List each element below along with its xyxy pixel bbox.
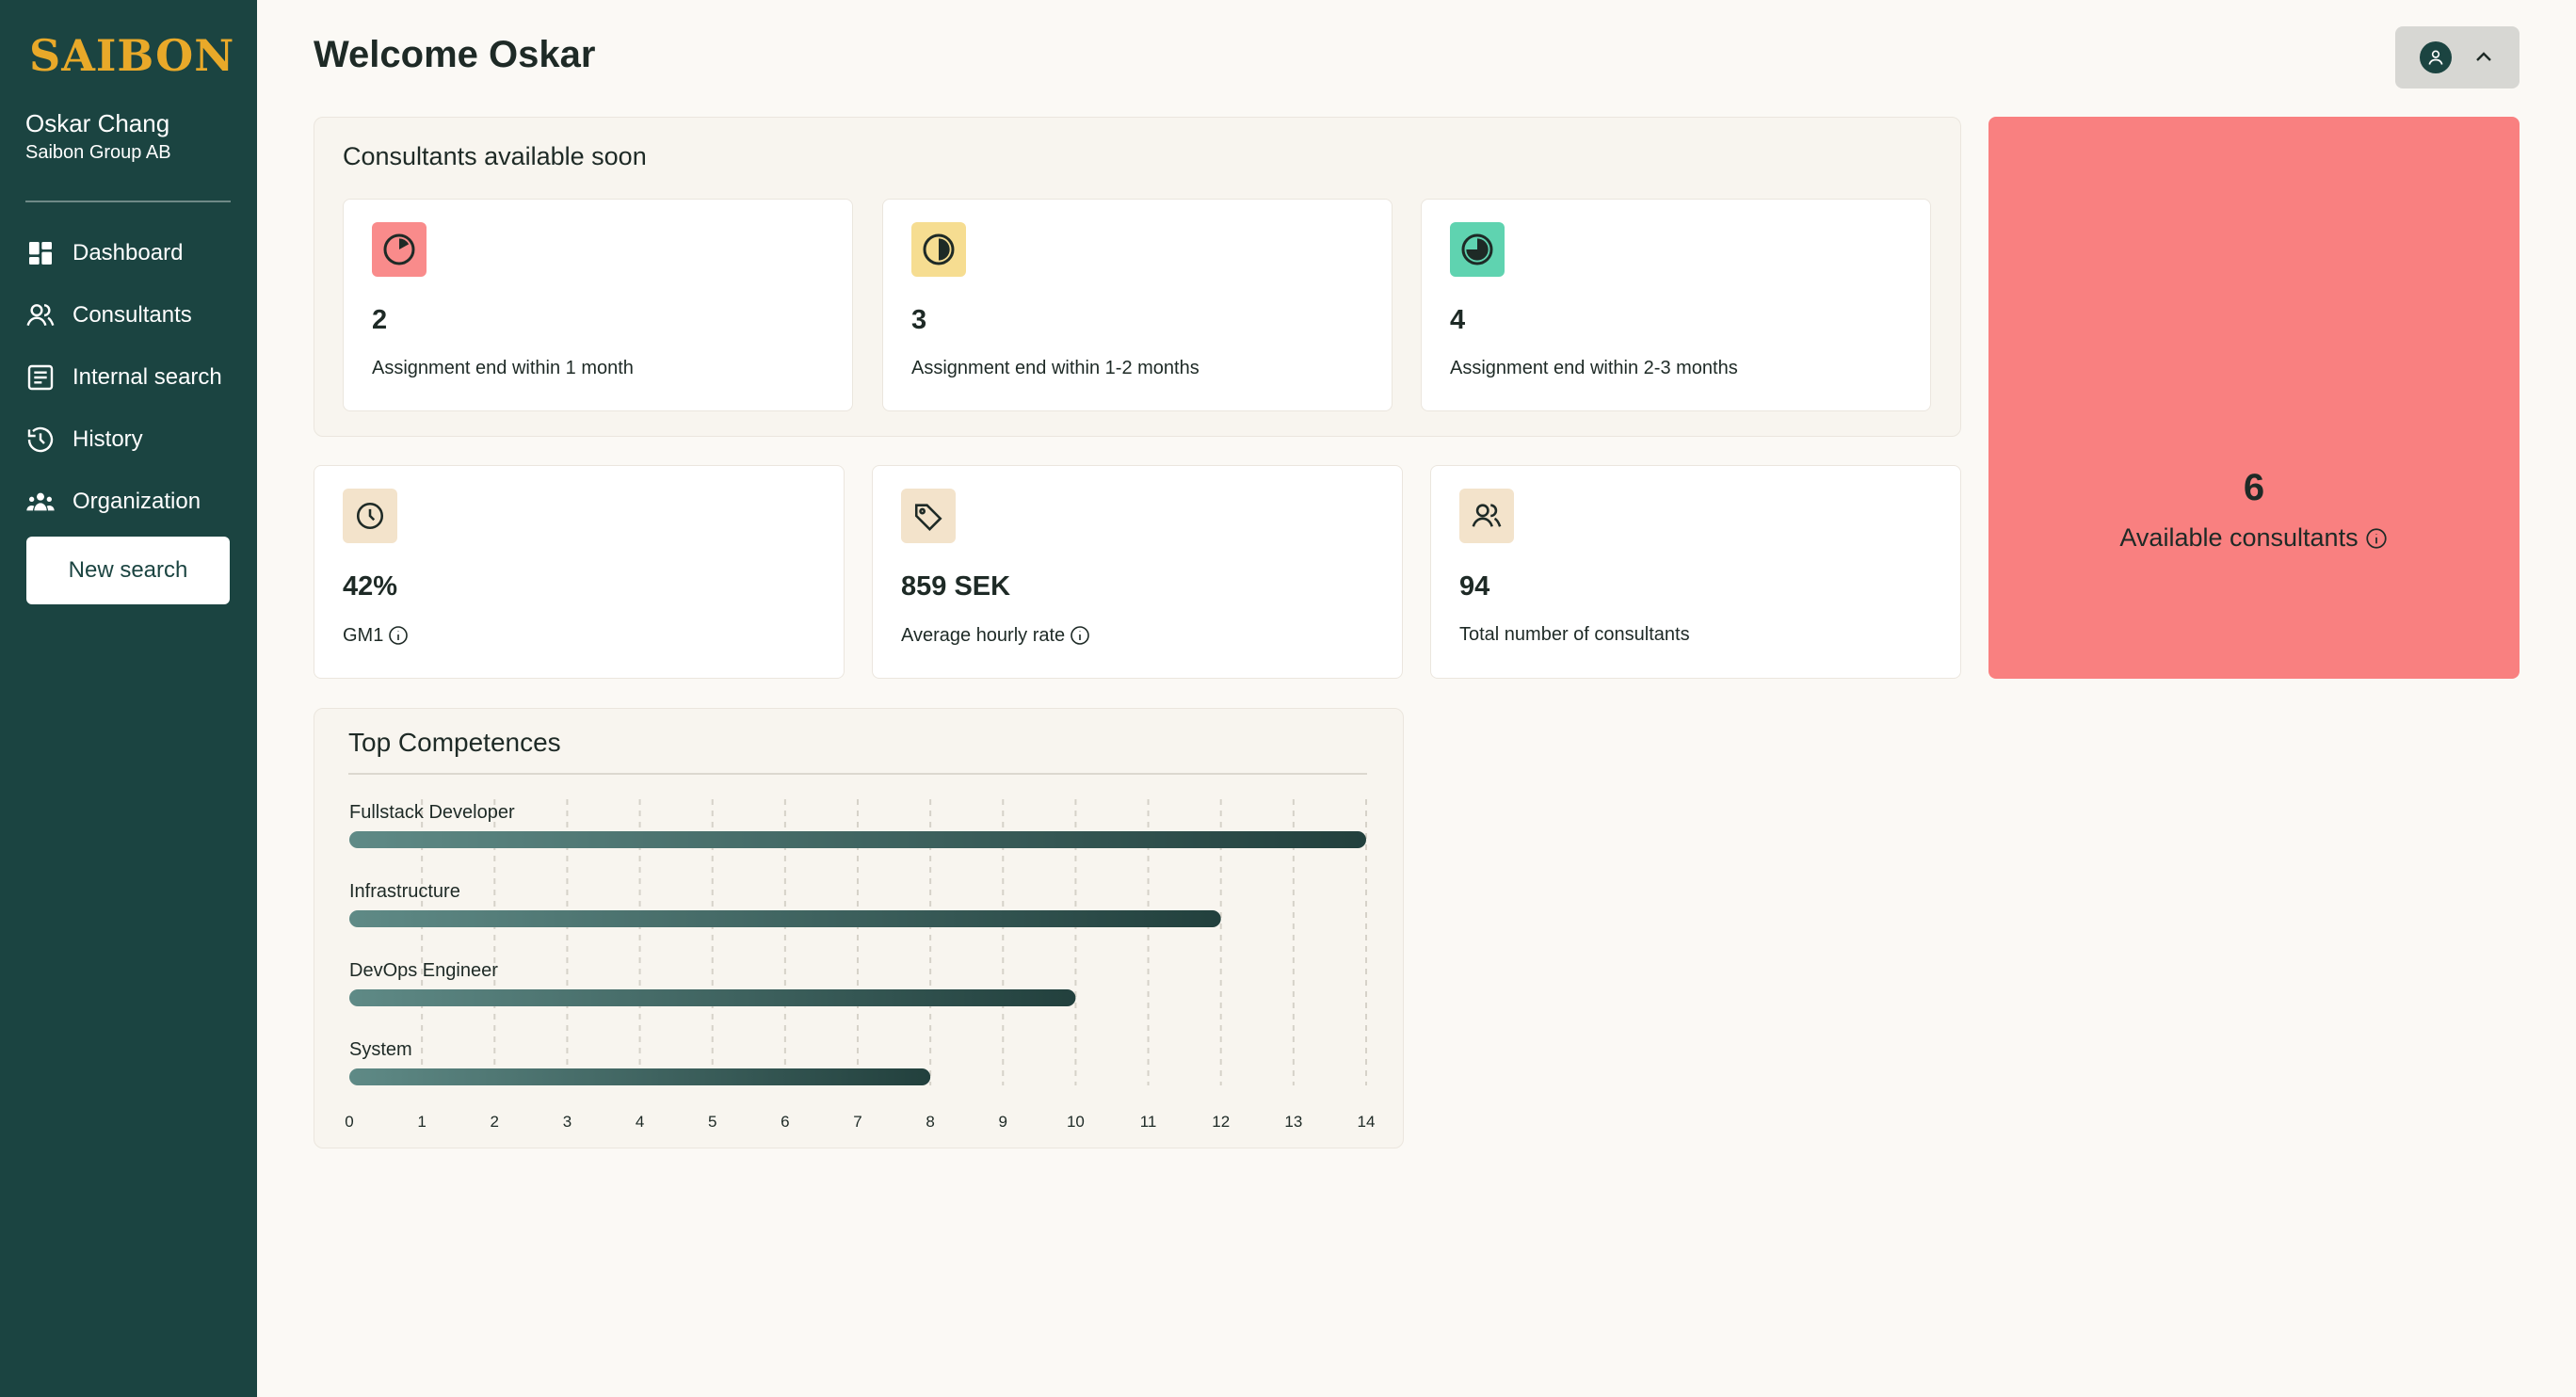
new-search-button[interactable]: New search [26,537,230,604]
available-label-text: Available consultants [2119,523,2359,552]
info-icon[interactable] [387,624,410,647]
sidebar-item-label: Consultants [72,302,192,328]
pie-quarter-icon [372,222,427,277]
info-icon[interactable] [1069,624,1091,647]
x-tick-label: 14 [1358,1113,1376,1131]
x-tick-label: 13 [1284,1113,1302,1131]
top-competences-panel: Top Competences 0 1 2 3 4 5 6 7 8 9 10 11 12 13 14 Full… [314,708,1404,1148]
sidebar: SAIBON Oskar Chang Saibon Group AB Dashb… [0,0,257,1397]
history-icon [27,426,54,453]
card-label: Assignment end within 1-2 months [911,358,1199,378]
stat-card-1-month: 2 Assignment end within 1 month [343,199,853,411]
user-organization: Saibon Group AB [25,142,171,163]
sidebar-navigation: Dashboard Consultants Internal search Hi… [25,222,222,533]
bar-devops-engineer[interactable] [349,989,1076,1006]
stat-card-hourly-rate: 859 SEK Average hourly rate [872,465,1403,679]
x-tick-label: 7 [853,1113,861,1131]
card-value: 2 [372,305,388,335]
users-icon [26,304,55,327]
x-tick-label: 5 [708,1113,716,1131]
card-label-text: GM1 [343,624,384,646]
sidebar-item-organization[interactable]: Organization [25,471,222,533]
users-icon [1459,489,1514,543]
sidebar-item-history[interactable]: History [25,409,222,471]
title-divider [348,773,1367,775]
section-title: Top Competences [348,728,561,757]
bar-category-label: Infrastructure [349,881,460,902]
sidebar-item-label: Internal search [72,364,222,390]
available-consultants-card[interactable]: 6 Available consultants [1988,117,2520,679]
card-value: 4 [1450,305,1466,335]
consultants-available-soon-panel: Consultants available soon 2 Assignment … [314,117,1961,437]
stat-card-1-2-months: 3 Assignment end within 1-2 months [882,199,1393,411]
card-label: Assignment end within 2-3 months [1450,358,1738,378]
saibon-logo[interactable]: SAIBON [29,30,235,81]
info-icon[interactable] [2364,526,2389,551]
card-value: 94 [1459,571,1490,602]
pie-three-quarter-icon [1450,222,1505,277]
bar-category-label: System [349,1039,412,1060]
card-label-text: Average hourly rate [901,624,1066,646]
available-label: Available consultants [1988,523,2520,553]
x-tick-label: 1 [417,1113,426,1131]
bar-category-label: DevOps Engineer [349,960,498,981]
x-tick-label: 6 [781,1113,789,1131]
sidebar-item-dashboard[interactable]: Dashboard [25,222,222,284]
card-label: Average hourly rate [901,624,1091,647]
bar-system[interactable] [349,1068,931,1085]
card-value: 3 [911,305,927,335]
x-tick-label: 0 [345,1113,353,1131]
organization-icon [26,492,55,511]
list-icon [27,364,54,391]
user-icon [2420,41,2452,73]
tag-icon [901,489,956,543]
bar-infrastructure[interactable] [349,910,1221,927]
x-tick-label: 8 [926,1113,934,1131]
x-tick-label: 4 [636,1113,644,1131]
bar-fullstack-developer[interactable] [349,831,1366,848]
sidebar-item-label: Dashboard [72,240,184,265]
x-tick-label: 3 [563,1113,572,1131]
card-value: 859 SEK [901,571,1011,602]
clock-icon [343,489,397,543]
stat-card-gm1: 42% GM1 [314,465,845,679]
card-label: Assignment end within 1 month [372,358,634,378]
sidebar-item-label: Organization [72,489,201,514]
x-tick-label: 10 [1067,1113,1085,1131]
dashboard-icon [29,242,52,265]
profile-menu-button[interactable] [2395,26,2520,88]
user-name: Oskar Chang [25,109,170,137]
x-tick-label: 2 [491,1113,499,1131]
card-label: Total number of consultants [1459,624,1690,645]
sidebar-divider [25,201,231,202]
x-tick-label: 9 [999,1113,1007,1131]
stat-card-2-3-months: 4 Assignment end within 2-3 months [1421,199,1931,411]
sidebar-item-internal-search[interactable]: Internal search [25,346,222,409]
card-value: 42% [343,571,398,602]
sidebar-item-consultants[interactable]: Consultants [25,284,222,346]
x-tick-label: 11 [1140,1113,1157,1131]
card-label: GM1 [343,624,410,647]
stat-card-total-consultants: 94 Total number of consultants [1430,465,1961,679]
chevron-up-icon [2476,52,2491,61]
bar-category-label: Fullstack Developer [349,802,515,823]
page-title: Welcome Oskar [314,34,596,75]
section-title: Consultants available soon [343,142,647,170]
x-tick-label: 12 [1212,1113,1230,1131]
sidebar-item-label: History [72,426,143,452]
available-value: 6 [2243,467,2265,508]
pie-half-icon [911,222,966,277]
